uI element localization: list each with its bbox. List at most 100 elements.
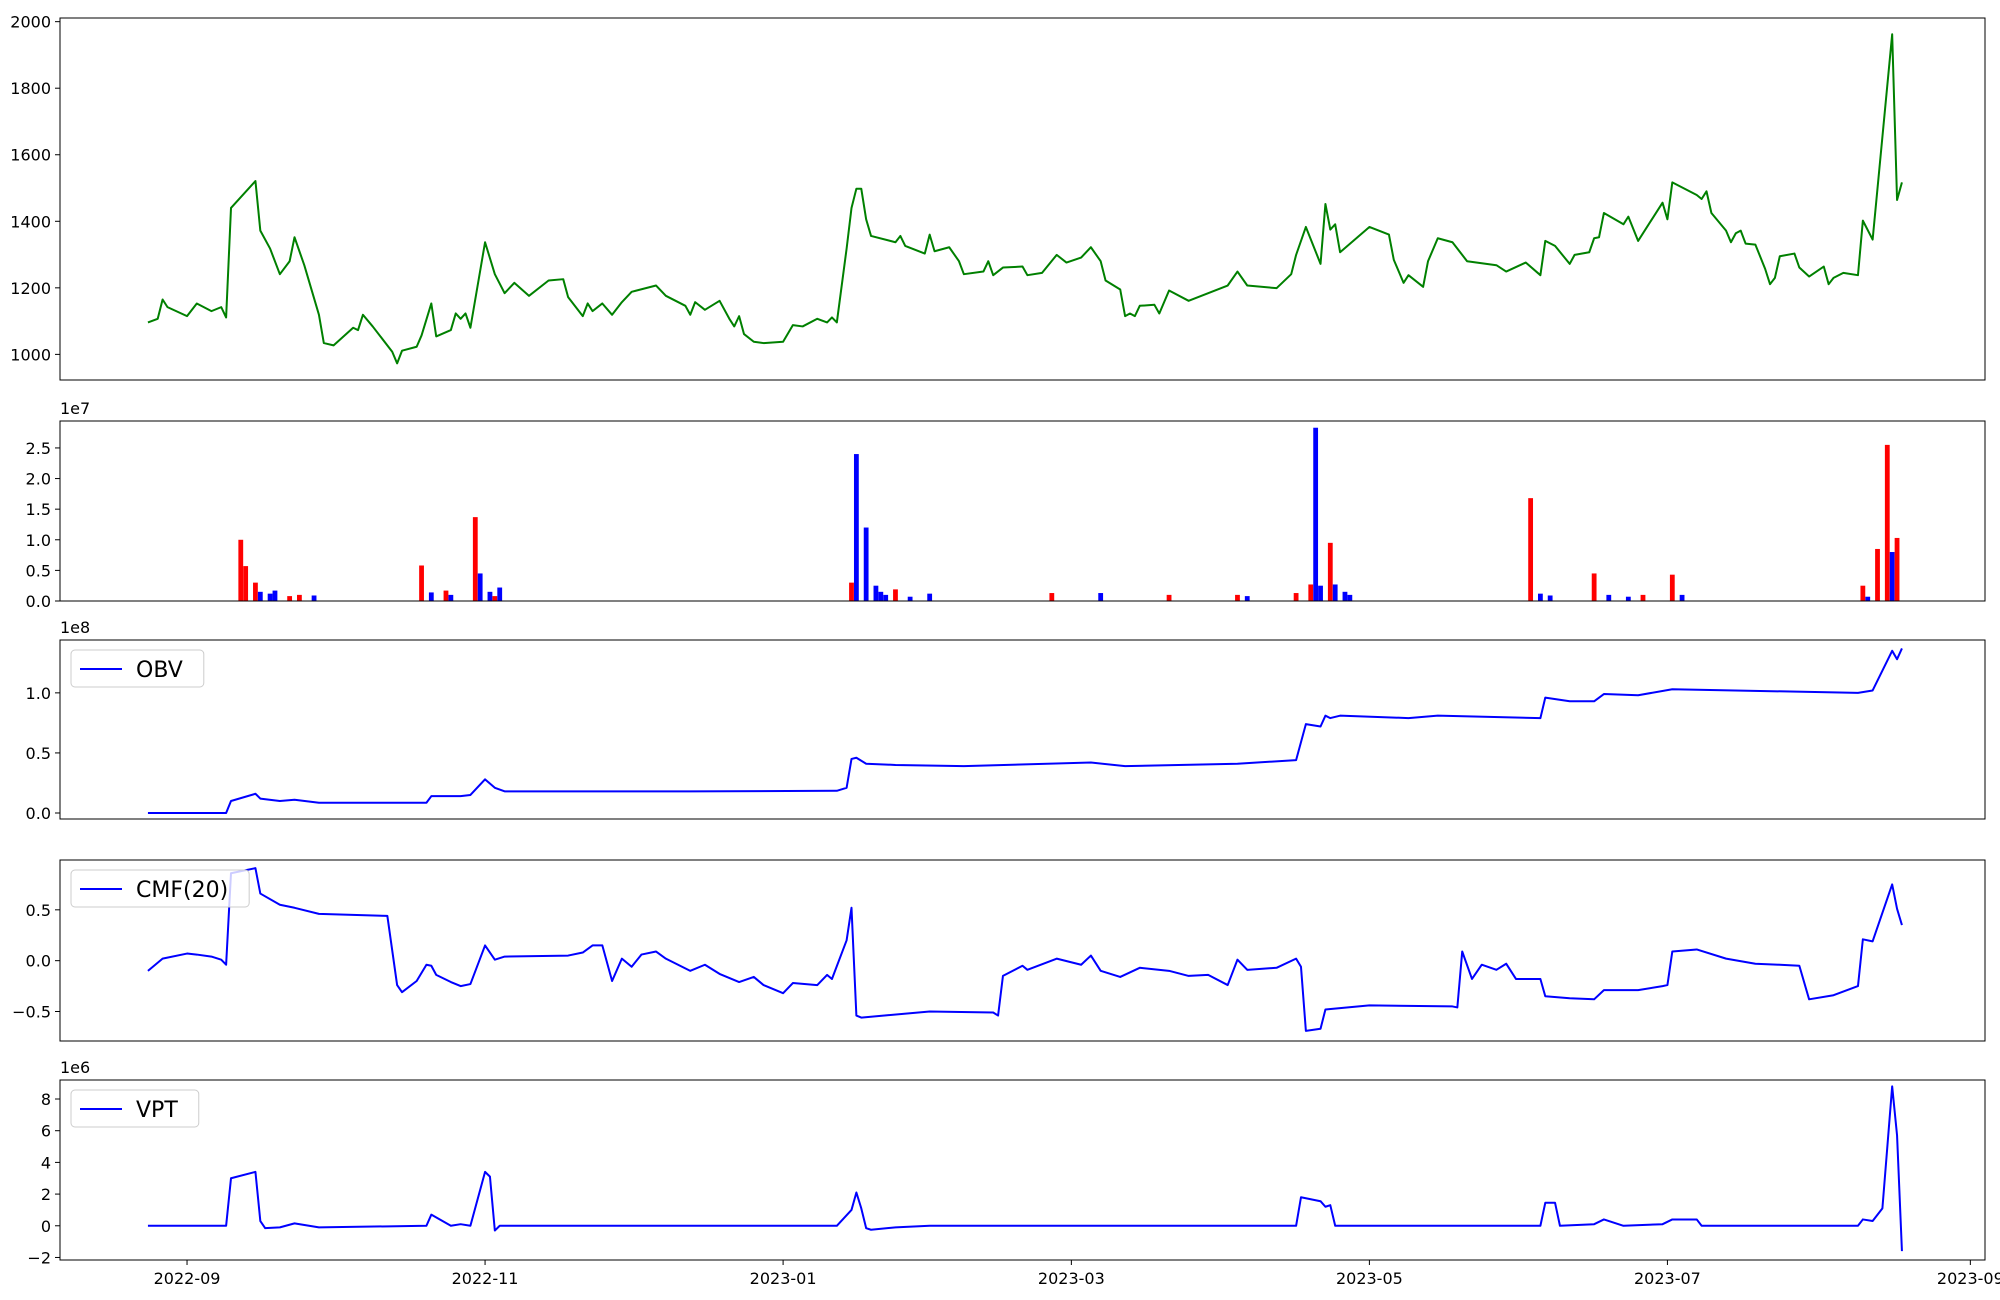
bar xyxy=(1606,594,1612,601)
panel: −2 0 2 4 6 8 2022-09 2022-11 2023-01 2023-03 2023-… xyxy=(27,1058,2000,1288)
bar xyxy=(883,594,889,601)
panel: 0.0 0.5 1.0 1.5 2.0 2.5 1e7 xyxy=(26,399,1986,611)
bar xyxy=(1894,537,1900,601)
bar xyxy=(863,527,869,601)
bar xyxy=(1875,548,1880,601)
legend-label: CMF(20) xyxy=(136,878,228,903)
frame xyxy=(59,420,1986,602)
panel: 1000 1200 1400 1600 1800 2000 xyxy=(10,13,1986,381)
line xyxy=(147,1085,1903,1252)
bar xyxy=(1235,594,1240,601)
bar xyxy=(927,593,933,601)
bar xyxy=(907,596,913,601)
bar xyxy=(849,582,854,601)
y-tick-label: −2 xyxy=(27,1248,51,1267)
y-tick-label: 2.5 xyxy=(26,439,51,458)
bar xyxy=(1313,427,1319,601)
bar xyxy=(1347,594,1353,601)
bar xyxy=(1679,594,1685,601)
offset-label: 1e6 xyxy=(60,1058,90,1077)
bar xyxy=(1098,593,1104,601)
legend: CMF(20) xyxy=(70,869,250,908)
y-tick-label: 2.0 xyxy=(26,470,51,489)
x-tick-label: 2023-01 xyxy=(750,1269,817,1288)
bar xyxy=(893,589,898,601)
bar xyxy=(492,596,498,601)
bar xyxy=(477,573,483,601)
frame xyxy=(59,1079,1986,1261)
bar xyxy=(297,594,302,601)
bar xyxy=(497,587,503,601)
y-tick-label: 0.5 xyxy=(26,744,51,763)
x-tick-label: 2023-05 xyxy=(1336,1269,1403,1288)
y-tick-label: 8 xyxy=(41,1090,51,1109)
y-tick-label: 1200 xyxy=(10,279,51,298)
y-tick-label: 0.0 xyxy=(26,952,51,971)
bar xyxy=(1669,574,1675,601)
y-tick-label: 0.0 xyxy=(26,592,51,611)
bar xyxy=(272,590,278,601)
panel: 0.0 0.5 1.0 1e8 OBV xyxy=(26,618,1986,823)
line xyxy=(147,647,1903,814)
bar xyxy=(448,594,454,601)
y-tick-label: 1.5 xyxy=(26,500,51,519)
y-tick-label: 1800 xyxy=(10,79,51,98)
y-tick-label: 1000 xyxy=(10,345,51,364)
y-tick-label: 2 xyxy=(41,1185,51,1204)
y-tick-label: −0.5 xyxy=(12,1003,51,1022)
bar xyxy=(287,596,293,601)
legend-box xyxy=(70,869,250,908)
x-tick-label: 2022-09 xyxy=(154,1269,221,1288)
y-tick-label: 4 xyxy=(41,1153,51,1172)
bar xyxy=(1327,542,1333,601)
legend: OBV xyxy=(70,649,205,688)
y-tick-label: 2000 xyxy=(10,13,51,32)
bar xyxy=(1049,593,1055,601)
bar xyxy=(1860,585,1866,601)
bar xyxy=(443,590,449,601)
bar xyxy=(1625,596,1631,601)
legend-box xyxy=(70,1089,200,1128)
bar xyxy=(1537,593,1543,601)
frame xyxy=(59,859,1986,1042)
line xyxy=(147,33,1903,365)
bar xyxy=(419,565,424,601)
bar xyxy=(472,517,478,601)
y-tick-label: 1.0 xyxy=(26,531,51,550)
y-tick-label: 6 xyxy=(41,1122,51,1141)
legend-label: VPT xyxy=(136,1098,178,1123)
y-tick-label: 1.0 xyxy=(26,684,51,703)
plot-area xyxy=(147,867,1903,1032)
frame xyxy=(59,639,1986,820)
bar xyxy=(1342,591,1348,601)
bar xyxy=(1884,444,1890,601)
bar xyxy=(1308,584,1314,601)
plot-area xyxy=(147,1085,1903,1252)
bar xyxy=(853,454,859,601)
x-tick-label: 2023-03 xyxy=(1038,1269,1105,1288)
bar xyxy=(1547,595,1553,601)
offset-label: 1e7 xyxy=(60,399,90,418)
bar xyxy=(311,595,317,601)
plot-area xyxy=(147,33,1903,365)
bar xyxy=(1865,596,1871,601)
plot-area xyxy=(238,427,1900,601)
y-tick-label: 0.5 xyxy=(26,561,51,580)
x-tick-label: 2023-07 xyxy=(1634,1269,1701,1288)
bar xyxy=(267,593,273,601)
bar xyxy=(1889,552,1895,601)
bar xyxy=(1528,498,1534,601)
bar xyxy=(238,539,244,601)
bar xyxy=(1591,573,1597,601)
bar xyxy=(873,585,879,601)
frame xyxy=(59,17,1986,381)
x-tick-label: 2022-11 xyxy=(452,1269,519,1288)
y-tick-label: 0.0 xyxy=(26,804,51,823)
bar xyxy=(1166,594,1172,601)
bar xyxy=(878,591,884,601)
bar xyxy=(1318,585,1323,601)
y-tick-label: 1400 xyxy=(10,212,51,231)
bar xyxy=(243,566,249,601)
bar xyxy=(1640,594,1646,601)
